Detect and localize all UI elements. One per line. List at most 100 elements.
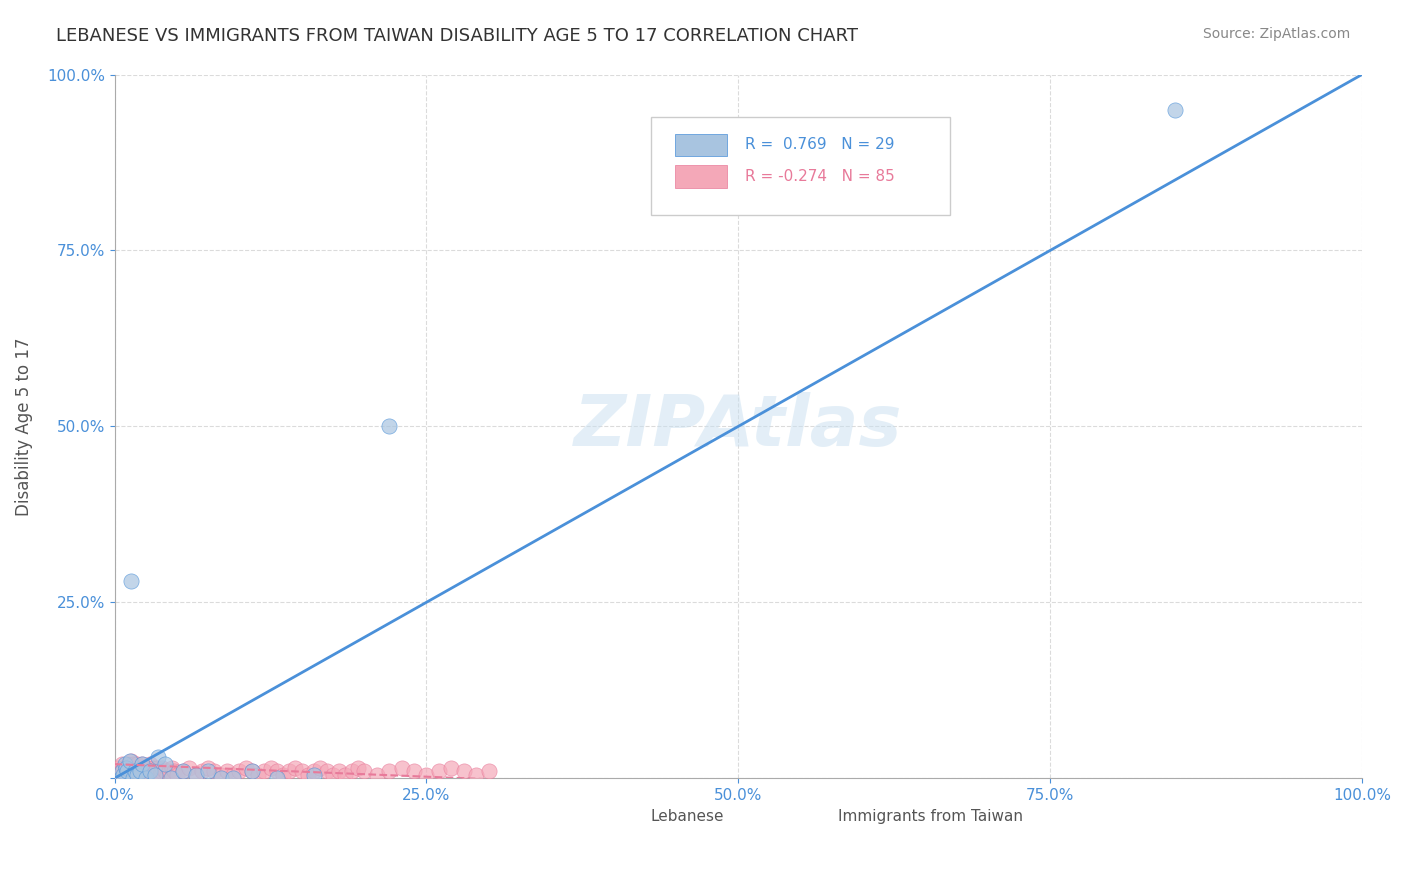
Point	[291, 764, 314, 779]
Text: R = -0.274   N = 85: R = -0.274 N = 85	[745, 169, 894, 184]
Point	[125, 767, 148, 781]
Point	[209, 771, 232, 785]
Text: Immigrants from Taiwan: Immigrants from Taiwan	[838, 809, 1024, 824]
Point	[143, 764, 166, 779]
Point	[120, 574, 142, 589]
Point	[197, 764, 219, 779]
Point	[134, 761, 156, 775]
Point	[415, 767, 437, 781]
Point	[266, 771, 288, 785]
Point	[297, 767, 319, 781]
Point	[465, 767, 488, 781]
Point	[347, 761, 370, 775]
Point	[159, 764, 181, 779]
Point	[172, 764, 194, 779]
Point	[322, 767, 344, 781]
Point	[240, 764, 263, 779]
Text: LEBANESE VS IMMIGRANTS FROM TAIWAN DISABILITY AGE 5 TO 17 CORRELATION CHART: LEBANESE VS IMMIGRANTS FROM TAIWAN DISAB…	[56, 27, 858, 45]
Point	[120, 754, 142, 768]
Point	[138, 764, 160, 779]
Point	[142, 761, 165, 775]
Point	[149, 764, 172, 779]
Point	[141, 767, 163, 781]
Point	[135, 771, 157, 785]
Point	[402, 764, 425, 779]
Point	[117, 757, 139, 772]
Point	[378, 419, 401, 434]
Point	[136, 764, 159, 779]
Point	[378, 764, 401, 779]
Point	[340, 764, 363, 779]
Point	[112, 767, 135, 781]
Point	[138, 757, 160, 772]
Point	[271, 767, 294, 781]
Point	[127, 764, 149, 779]
FancyBboxPatch shape	[675, 134, 727, 156]
Point	[353, 764, 375, 779]
Point	[121, 761, 143, 775]
Point	[259, 761, 281, 775]
Point	[112, 761, 135, 775]
Point	[118, 754, 141, 768]
Point	[153, 764, 176, 779]
Point	[150, 761, 173, 775]
Point	[118, 764, 141, 779]
Point	[148, 764, 170, 779]
Point	[197, 761, 219, 775]
Point	[114, 764, 136, 779]
Text: ZIPAtlas: ZIPAtlas	[574, 392, 903, 461]
Point	[240, 764, 263, 779]
Point	[478, 764, 501, 779]
Point	[110, 764, 132, 779]
Point	[125, 761, 148, 775]
Point	[148, 750, 170, 764]
Point	[139, 764, 162, 779]
Point	[146, 761, 169, 775]
Point	[228, 764, 250, 779]
Point	[335, 767, 357, 781]
Point	[148, 767, 170, 781]
Point	[366, 767, 388, 781]
Point	[104, 771, 127, 785]
Point	[184, 767, 207, 781]
Point	[132, 764, 155, 779]
Point	[153, 757, 176, 772]
Point	[104, 767, 127, 781]
Point	[125, 757, 148, 772]
FancyBboxPatch shape	[651, 117, 950, 215]
Text: Source: ZipAtlas.com: Source: ZipAtlas.com	[1202, 27, 1350, 41]
Point	[253, 764, 276, 779]
Point	[115, 764, 138, 779]
Point	[427, 764, 450, 779]
Y-axis label: Disability Age 5 to 17: Disability Age 5 to 17	[15, 337, 32, 516]
Point	[107, 761, 129, 775]
Point	[179, 761, 201, 775]
Point	[191, 764, 214, 779]
Point	[166, 767, 188, 781]
Point	[247, 767, 270, 781]
Point	[136, 761, 159, 775]
Point	[235, 761, 257, 775]
Point	[129, 761, 152, 775]
Point	[128, 764, 150, 779]
Point	[115, 761, 138, 775]
Point	[156, 767, 179, 781]
Point	[266, 764, 288, 779]
Point	[440, 761, 463, 775]
Point	[159, 771, 181, 785]
Point	[278, 764, 301, 779]
Point	[328, 764, 350, 779]
Point	[124, 764, 146, 779]
Point	[315, 764, 337, 779]
Point	[184, 767, 207, 781]
Point	[124, 764, 146, 779]
Point	[309, 761, 332, 775]
Point	[391, 761, 413, 775]
Point	[131, 757, 153, 772]
Point	[145, 767, 167, 781]
Point	[115, 761, 138, 775]
Point	[202, 764, 225, 779]
Point	[284, 761, 307, 775]
Point	[108, 767, 131, 781]
Point	[222, 767, 245, 781]
